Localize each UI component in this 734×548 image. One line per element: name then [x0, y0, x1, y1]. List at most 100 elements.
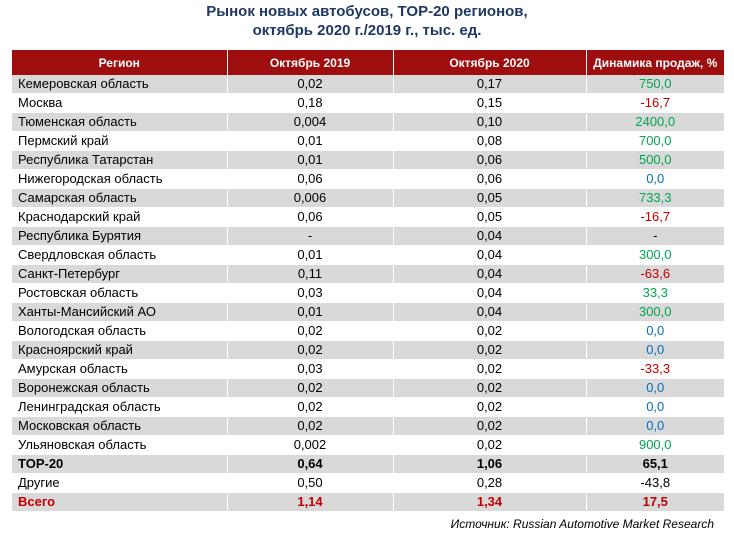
oct-2020-cell: 0,02 — [393, 359, 587, 379]
region-cell: Республика Татарстан — [12, 150, 228, 170]
oct-2020-cell: 0,04 — [393, 283, 587, 303]
region-cell: Вологодская область — [12, 321, 228, 341]
table-row: Санкт-Петербург 0,11 0,04 -63,6 — [12, 264, 724, 284]
region-cell: Ленинградская область — [12, 397, 228, 417]
oct-2020-cell: 0,05 — [393, 188, 587, 208]
oct-2020-cell: 1,06 — [393, 454, 587, 474]
region-cell: Другие — [12, 473, 228, 493]
table-row: Ханты-Мансийский АО 0,01 0,04 300,0 — [12, 302, 724, 322]
source-note: Источник: Russian Automotive Market Rese… — [450, 517, 714, 531]
table-row: Свердловская область 0,01 0,04 300,0 — [12, 245, 724, 265]
dynamics-cell: -16,7 — [586, 93, 724, 113]
regions-table: Регион Октябрь 2019 Октябрь 2020 Динамик… — [12, 50, 724, 512]
chart-title: Рынок новых автобусов, TOP-20 регионов, … — [0, 2, 734, 40]
oct-2020-cell: 0,15 — [393, 93, 587, 113]
oct-2019-cell: 0,01 — [227, 150, 394, 170]
oct-2019-cell: - — [227, 226, 394, 246]
region-cell: Свердловская область — [12, 245, 228, 265]
region-cell: Всего — [12, 492, 228, 512]
oct-2019-cell: 0,01 — [227, 131, 394, 151]
dynamics-cell: 750,0 — [586, 75, 724, 94]
title-line-1: Рынок новых автобусов, TOP-20 регионов, — [206, 3, 528, 20]
dynamics-cell: -16,7 — [586, 207, 724, 227]
oct-2019-cell: 0,64 — [227, 454, 394, 474]
region-cell: Московская область — [12, 416, 228, 436]
region-cell: Санкт-Петербург — [12, 264, 228, 284]
table-row: Ростовская область 0,03 0,04 33,3 — [12, 283, 724, 303]
dynamics-cell: 500,0 — [586, 150, 724, 170]
dynamics-cell: 33,3 — [586, 283, 724, 303]
dynamics-cell: 900,0 — [586, 435, 724, 455]
dynamics-cell: 0,0 — [586, 416, 724, 436]
dynamics-cell: -63,6 — [586, 264, 724, 284]
summary-row: Другие 0,50 0,28 -43,8 — [12, 473, 724, 493]
dynamics-cell: 0,0 — [586, 340, 724, 360]
region-cell: Красноярский край — [12, 340, 228, 360]
oct-2020-cell: 0,06 — [393, 169, 587, 189]
region-cell: Тюменская область — [12, 112, 228, 132]
table-row: Амурская область 0,03 0,02 -33,3 — [12, 359, 724, 379]
dynamics-cell: 65,1 — [586, 454, 724, 474]
table-row: Республика Татарстан 0,01 0,06 500,0 — [12, 150, 724, 170]
table-row: Воронежская область 0,02 0,02 0,0 — [12, 378, 724, 398]
table-row: Самарская область 0,006 0,05 733,3 — [12, 188, 724, 208]
region-cell: Ульяновская область — [12, 435, 228, 455]
dynamics-cell: 0,0 — [586, 378, 724, 398]
region-cell: Республика Бурятия — [12, 226, 228, 246]
header-oct-2020: Октябрь 2020 — [393, 50, 587, 75]
oct-2019-cell: 0,03 — [227, 359, 394, 379]
region-cell: Нижегородская область — [12, 169, 228, 189]
oct-2020-cell: 0,02 — [393, 435, 587, 455]
table-row: Республика Бурятия -0,04- — [12, 226, 724, 246]
dynamics-cell: 300,0 — [586, 302, 724, 322]
oct-2020-cell: 0,02 — [393, 321, 587, 341]
oct-2019-cell: 0,002 — [227, 435, 394, 455]
table-row: Московская область 0,02 0,02 0,0 — [12, 416, 724, 436]
oct-2020-cell: 0,05 — [393, 207, 587, 227]
region-cell: Пермский край — [12, 131, 228, 151]
summary-row: TOP-20 0,64 1,06 65,1 — [12, 454, 724, 474]
region-cell: Воронежская область — [12, 378, 228, 398]
oct-2019-cell: 0,004 — [227, 112, 394, 132]
oct-2019-cell: 0,18 — [227, 93, 394, 113]
dynamics-cell: 700,0 — [586, 131, 724, 151]
region-cell: Самарская область — [12, 188, 228, 208]
oct-2020-cell: 0,28 — [393, 473, 587, 493]
oct-2020-cell: 1,34 — [393, 492, 587, 512]
oct-2020-cell: 0,10 — [393, 112, 587, 132]
oct-2020-cell: 0,02 — [393, 397, 587, 417]
table-row: Нижегородская область 0,06 0,06 0,0 — [12, 169, 724, 189]
region-cell: Ханты-Мансийский АО — [12, 302, 228, 322]
oct-2019-cell: 0,006 — [227, 188, 394, 208]
oct-2020-cell: 0,04 — [393, 264, 587, 284]
table-row: Вологодская область 0,02 0,02 0,0 — [12, 321, 724, 341]
oct-2020-cell: 0,06 — [393, 150, 587, 170]
oct-2019-cell: 0,01 — [227, 302, 394, 322]
table-row: Красноярский край 0,02 0,02 0,0 — [12, 340, 724, 360]
regions-table-wrapper: Регион Октябрь 2019 Октябрь 2020 Динамик… — [12, 50, 724, 512]
table-row: Тюменская область 0,004 0,10 2400,0 — [12, 112, 724, 132]
region-cell: TOP-20 — [12, 454, 228, 474]
oct-2019-cell: 0,06 — [227, 169, 394, 189]
table-row: Краснодарский край 0,06 0,05 -16,7 — [12, 207, 724, 227]
header-dynamics: Динамика продаж, % — [586, 50, 724, 75]
dynamics-cell: 0,0 — [586, 321, 724, 341]
dynamics-cell: 0,0 — [586, 397, 724, 417]
oct-2019-cell: 0,01 — [227, 245, 394, 265]
oct-2019-cell: 0,50 — [227, 473, 394, 493]
header-oct-2019: Октябрь 2019 — [227, 50, 394, 75]
dynamics-cell: 0,0 — [586, 169, 724, 189]
title-line-2: октябрь 2020 г./2019 г., тыс. ед. — [252, 22, 482, 39]
oct-2019-cell: 0,11 — [227, 264, 394, 284]
oct-2020-cell: 0,02 — [393, 340, 587, 360]
dynamics-cell: -33,3 — [586, 359, 724, 379]
table-row: Ленинградская область 0,02 0,02 0,0 — [12, 397, 724, 417]
table-row: Ульяновская область 0,002 0,02 900,0 — [12, 435, 724, 455]
oct-2020-cell: 0,04 — [393, 226, 587, 246]
oct-2020-cell: 0,02 — [393, 378, 587, 398]
table-header-row: Регион Октябрь 2019 Октябрь 2020 Динамик… — [12, 50, 724, 75]
table-row: Пермский край 0,01 0,08 700,0 — [12, 131, 724, 151]
dynamics-cell: 2400,0 — [586, 112, 724, 132]
dynamics-cell: 17,5 — [586, 492, 724, 512]
header-region: Регион — [12, 50, 228, 75]
